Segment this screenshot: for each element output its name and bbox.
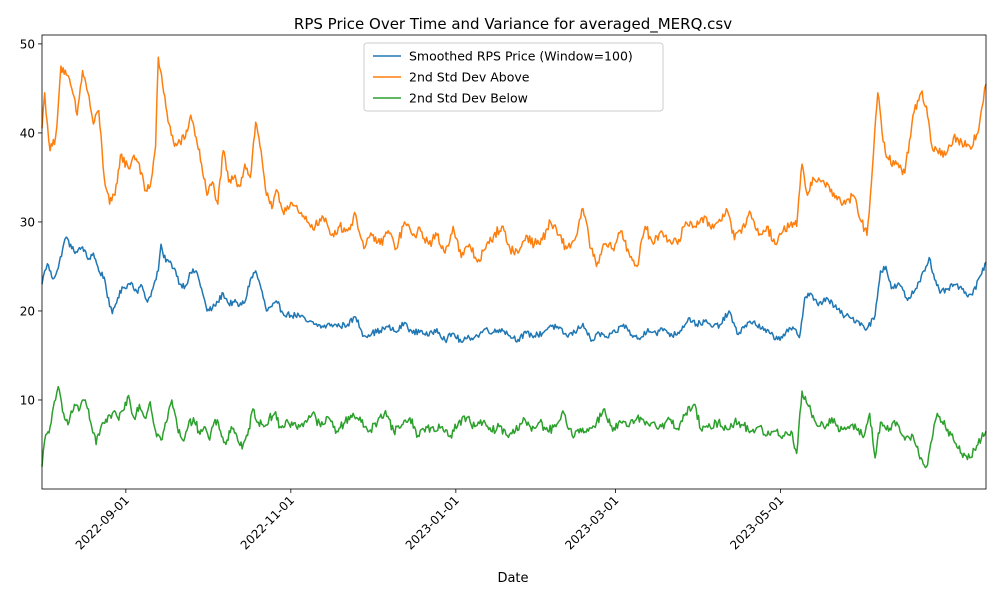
y-tick-label: 20 [20, 304, 35, 318]
y-axis: 10 20 30 40 50 [20, 37, 42, 407]
y-tick-label: 40 [20, 126, 35, 140]
series-line-2 [41, 56, 987, 268]
axes-frame [41, 34, 987, 490]
legend-label: 2nd Std Dev Below [409, 91, 528, 106]
y-tick-label: 10 [20, 393, 35, 407]
legend-label: 2nd Std Dev Above [409, 70, 530, 85]
series-line-1 [41, 236, 987, 344]
legend-label: Smoothed RPS Price (Window=100) [409, 49, 633, 64]
legend-box [363, 42, 664, 112]
legend: Smoothed RPS Price (Window=100) 2nd Std D… [363, 42, 664, 112]
chart-title: RPS Price Over Time and Variance for ave… [294, 15, 732, 34]
plot-area [41, 56, 987, 469]
y-tick-label: 50 [20, 37, 35, 51]
x-axis-label: Date [497, 571, 528, 586]
series-line-3 [41, 385, 987, 469]
y-tick-label: 30 [20, 215, 35, 229]
